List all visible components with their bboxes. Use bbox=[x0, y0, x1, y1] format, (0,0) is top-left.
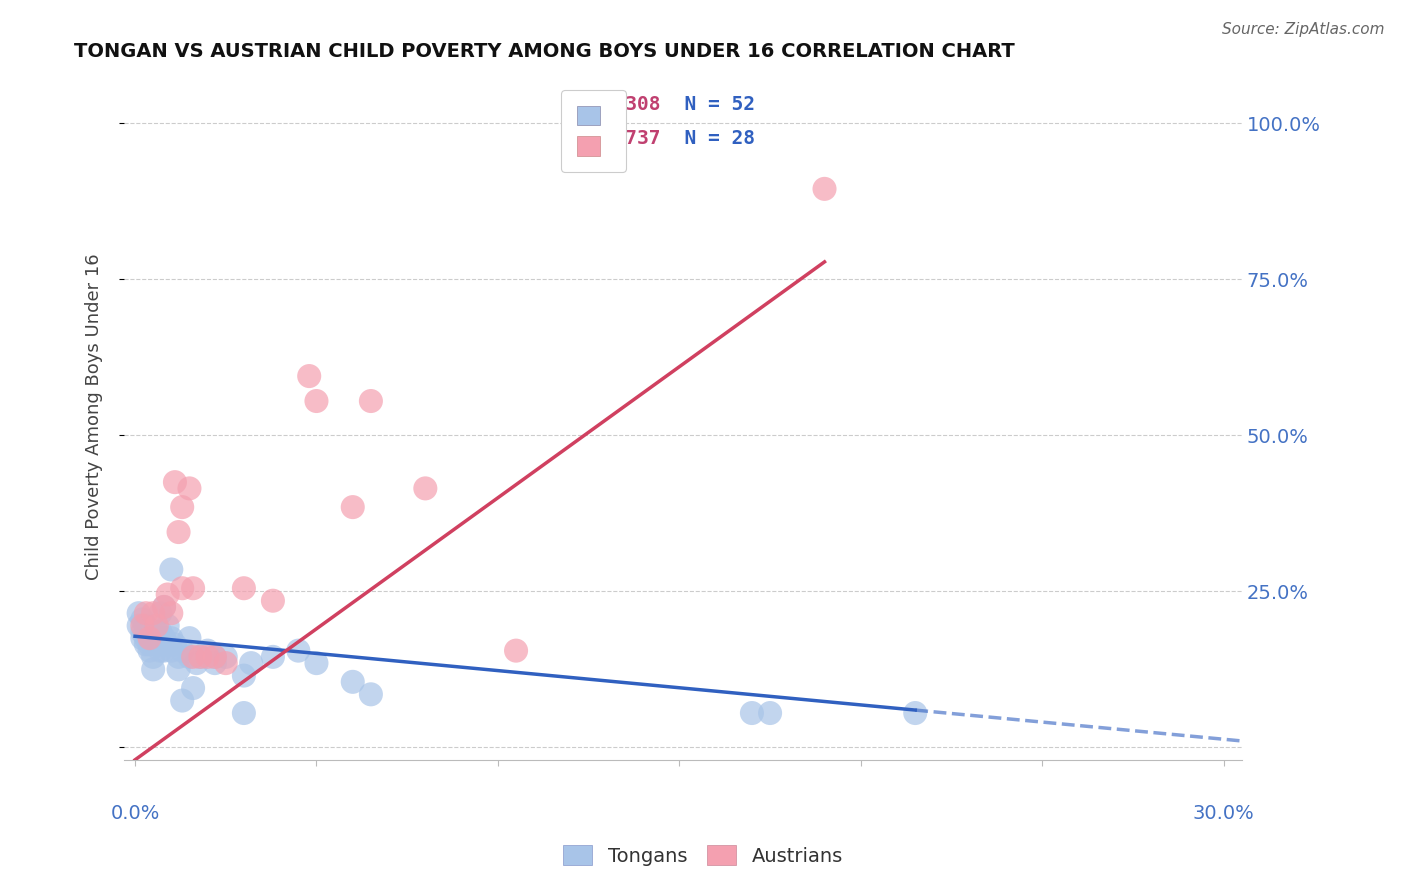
Point bbox=[188, 649, 211, 664]
Point bbox=[262, 593, 284, 607]
Point bbox=[135, 631, 157, 645]
Point bbox=[135, 618, 157, 632]
Point bbox=[172, 500, 194, 515]
Y-axis label: Child Poverty Among Boys Under 16: Child Poverty Among Boys Under 16 bbox=[86, 253, 103, 580]
Point bbox=[153, 599, 176, 614]
Point bbox=[172, 581, 194, 595]
Point bbox=[287, 643, 309, 657]
Point bbox=[240, 656, 263, 670]
Point bbox=[167, 649, 190, 664]
Point bbox=[181, 581, 204, 595]
Point bbox=[204, 656, 226, 670]
Point bbox=[188, 649, 211, 664]
Point bbox=[186, 656, 208, 670]
Point bbox=[262, 649, 284, 664]
Point bbox=[160, 562, 183, 576]
Point bbox=[149, 643, 172, 657]
Point bbox=[138, 643, 160, 657]
Text: N = 28: N = 28 bbox=[661, 129, 755, 148]
Text: R =: R = bbox=[560, 129, 607, 148]
Text: N = 52: N = 52 bbox=[661, 95, 755, 114]
Point bbox=[181, 649, 204, 664]
Point bbox=[160, 631, 183, 645]
Point bbox=[813, 182, 835, 196]
Point bbox=[149, 624, 172, 639]
Point bbox=[904, 706, 927, 720]
Point bbox=[172, 643, 194, 657]
Point bbox=[204, 649, 226, 664]
Point bbox=[179, 649, 201, 664]
Point bbox=[232, 706, 254, 720]
Point bbox=[128, 618, 150, 632]
Point bbox=[172, 693, 194, 707]
Point bbox=[167, 524, 190, 539]
Point bbox=[298, 369, 321, 384]
Point bbox=[179, 482, 201, 496]
Point bbox=[342, 500, 364, 515]
Point bbox=[360, 394, 382, 409]
Point bbox=[135, 606, 157, 620]
Legend: Tongans, Austrians: Tongans, Austrians bbox=[555, 838, 851, 873]
Point bbox=[505, 643, 527, 657]
Text: TONGAN VS AUSTRIAN CHILD POVERTY AMONG BOYS UNDER 16 CORRELATION CHART: TONGAN VS AUSTRIAN CHILD POVERTY AMONG B… bbox=[75, 42, 1015, 61]
Point bbox=[232, 581, 254, 595]
Point bbox=[360, 687, 382, 701]
Point bbox=[156, 637, 179, 651]
Point bbox=[146, 618, 169, 632]
Text: -0.308: -0.308 bbox=[591, 95, 661, 114]
Point bbox=[163, 475, 186, 490]
Point bbox=[215, 649, 238, 664]
Point bbox=[342, 674, 364, 689]
Text: 30.0%: 30.0% bbox=[1192, 805, 1254, 823]
Point bbox=[146, 624, 169, 639]
Point bbox=[179, 631, 201, 645]
Point bbox=[142, 631, 165, 645]
Point bbox=[181, 681, 204, 695]
Point bbox=[156, 587, 179, 601]
Point bbox=[138, 631, 160, 645]
Point bbox=[142, 649, 165, 664]
Point bbox=[741, 706, 763, 720]
Point bbox=[160, 606, 183, 620]
Point bbox=[232, 668, 254, 682]
Point bbox=[305, 394, 328, 409]
Point bbox=[167, 662, 190, 676]
Point bbox=[759, 706, 782, 720]
Point bbox=[131, 618, 153, 632]
Point bbox=[138, 624, 160, 639]
Point bbox=[153, 643, 176, 657]
Text: Source: ZipAtlas.com: Source: ZipAtlas.com bbox=[1222, 22, 1385, 37]
Point bbox=[146, 637, 169, 651]
Point bbox=[153, 631, 176, 645]
Text: R =: R = bbox=[560, 95, 607, 114]
Point bbox=[163, 637, 186, 651]
Point bbox=[138, 637, 160, 651]
Point bbox=[128, 606, 150, 620]
Point bbox=[142, 606, 165, 620]
Point bbox=[153, 599, 176, 614]
Point bbox=[197, 649, 219, 664]
Point bbox=[131, 631, 153, 645]
Legend: , : , bbox=[561, 90, 626, 172]
Point bbox=[204, 649, 226, 664]
Point bbox=[131, 612, 153, 626]
Point bbox=[305, 656, 328, 670]
Text: 0.0%: 0.0% bbox=[110, 805, 160, 823]
Point bbox=[142, 662, 165, 676]
Point bbox=[197, 643, 219, 657]
Point bbox=[149, 606, 172, 620]
Point bbox=[135, 637, 157, 651]
Point bbox=[415, 482, 437, 496]
Point bbox=[156, 618, 179, 632]
Point bbox=[160, 643, 183, 657]
Point bbox=[131, 624, 153, 639]
Point bbox=[215, 656, 238, 670]
Text: 0.737: 0.737 bbox=[591, 129, 661, 148]
